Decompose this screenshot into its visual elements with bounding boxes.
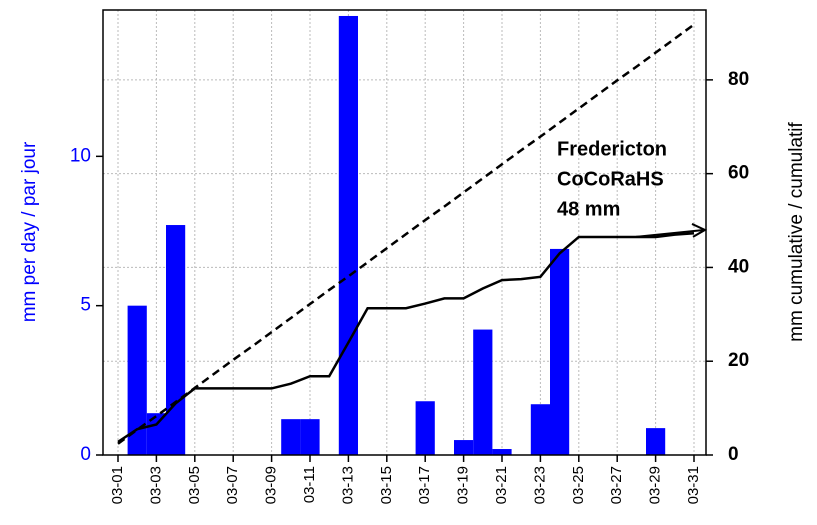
x-tick-label: 03-31: [685, 466, 702, 504]
x-tick-label: 03-13: [339, 466, 356, 504]
bar: [550, 248, 570, 455]
annotation-text: Fredericton: [557, 138, 667, 160]
cumulative-line: [117, 231, 695, 443]
x-tick-label: 03-05: [186, 466, 203, 504]
y2-tick-label: 60: [728, 163, 749, 184]
y2-tick-label: 0: [728, 444, 739, 465]
y-tick-label: 5: [80, 295, 91, 316]
y-axis-label: mm per day / par jour: [19, 141, 40, 322]
y-tick-label: 0: [80, 444, 91, 465]
bar: [300, 419, 320, 455]
x-tick-label: 03-01: [109, 466, 126, 504]
y-tick-label: 10: [70, 145, 91, 166]
annotation-text: 48 mm: [557, 198, 620, 220]
plot-frame: [102, 9, 707, 456]
y2-tick-label: 20: [728, 350, 749, 371]
y2-axis-label: mm cumulative / cumulatif: [786, 121, 807, 341]
x-tick-label: 03-27: [608, 466, 625, 504]
y2-tick-label: 80: [728, 69, 749, 90]
bar: [454, 440, 474, 455]
x-tick-label: 03-19: [455, 466, 472, 504]
x-tick-label: 03-25: [570, 466, 587, 504]
x-tick-label: 03-11: [301, 466, 318, 503]
bar: [473, 329, 493, 455]
annotation-text: CoCoRaHS: [557, 168, 664, 190]
bar: [146, 413, 166, 455]
bar: [646, 428, 666, 455]
x-tick-label: 03-21: [493, 466, 510, 504]
normal-line: [117, 23, 695, 445]
x-tick-label: 03-23: [531, 466, 548, 504]
bar: [530, 404, 550, 455]
bar: [281, 419, 301, 455]
x-tick-label: 03-09: [263, 466, 280, 504]
y2-tick-label: 40: [728, 256, 749, 277]
annotation-arrow: [635, 228, 706, 238]
x-tick-label: 03-17: [416, 466, 433, 504]
x-tick-label: 03-29: [647, 466, 664, 504]
bar: [166, 225, 186, 455]
x-tick-label: 03-03: [147, 466, 164, 504]
bar: [338, 15, 358, 456]
x-tick-label: 03-07: [224, 466, 241, 504]
x-tick-label: 03-15: [378, 466, 395, 504]
bar: [415, 401, 435, 455]
arrow-head: [691, 223, 708, 238]
bar: [127, 305, 147, 455]
bar: [492, 449, 512, 455]
